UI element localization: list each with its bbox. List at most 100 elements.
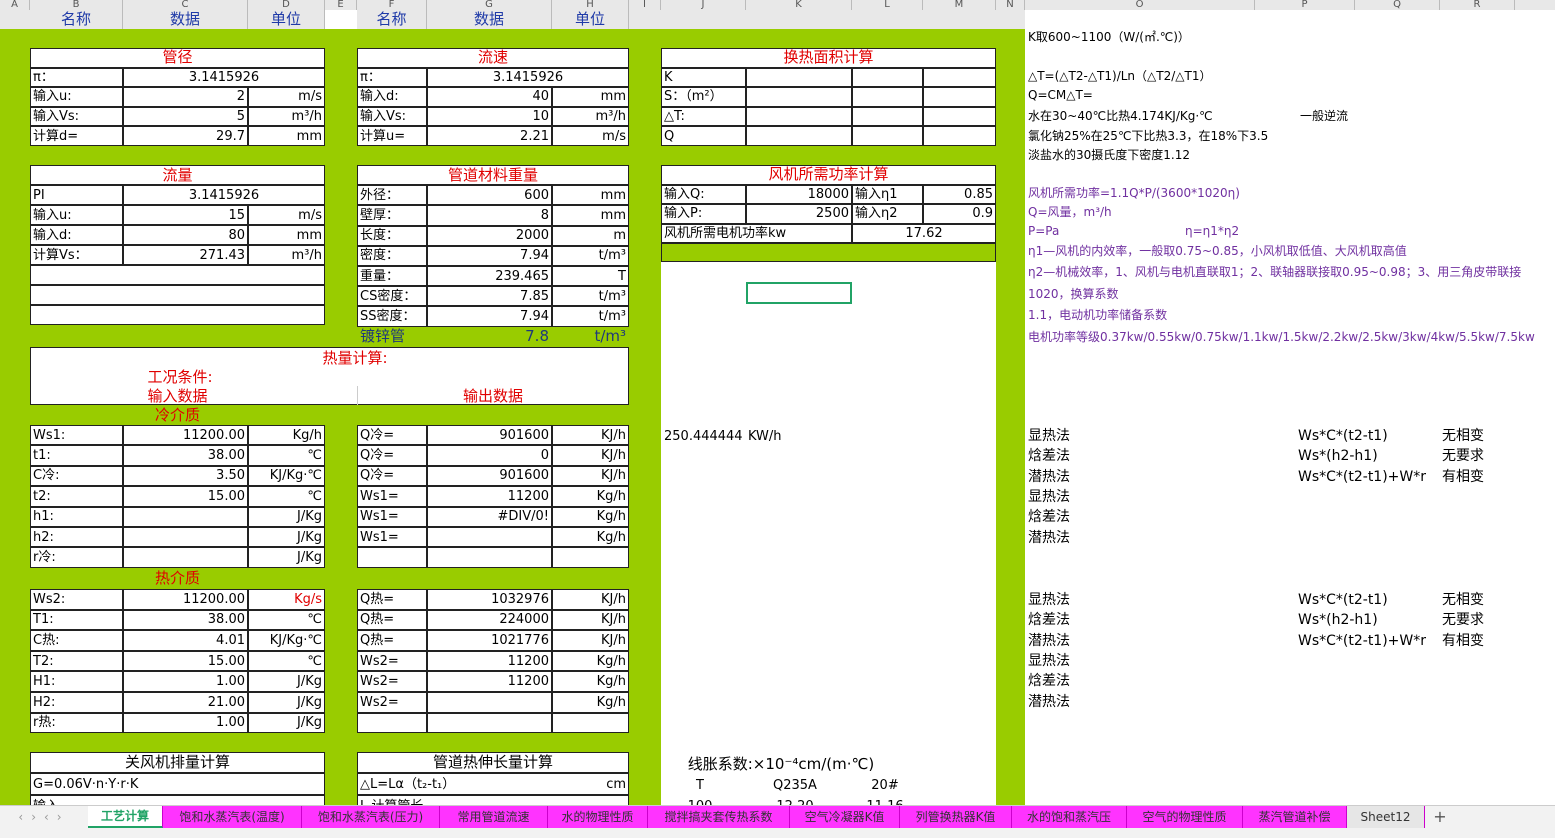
cell: 600 xyxy=(427,185,552,206)
cell: Kg/h xyxy=(552,692,629,713)
cell-label: PI xyxy=(30,185,123,205)
cell: Kg/h xyxy=(552,506,629,527)
cell-label: t1: xyxy=(30,445,123,466)
method: 无相变 xyxy=(1442,428,1484,444)
sheet-tab[interactable]: 列管换热器K值 xyxy=(900,806,1012,828)
cell-label: 输入Vs: xyxy=(357,106,427,127)
cell-label: 输入P: xyxy=(661,204,746,224)
cell: m/s xyxy=(552,126,629,146)
cell-label: Q冷= xyxy=(357,445,427,466)
cell xyxy=(923,67,996,88)
method: 焓差法 xyxy=(1028,448,1070,465)
cell: 38.00 xyxy=(123,609,248,631)
method: 焓差法 xyxy=(1028,509,1070,526)
fan-note: P=Pa xyxy=(1028,224,1060,238)
cell xyxy=(923,87,996,107)
cell: ℃ xyxy=(248,650,325,672)
cell: t/m³ xyxy=(552,306,629,327)
cell-label: C热: xyxy=(30,630,123,651)
header-name: 名称 xyxy=(357,10,427,29)
cell-label: 输入u: xyxy=(30,87,123,107)
method: 无相变 xyxy=(1442,592,1484,608)
method: 焓差法 xyxy=(1028,673,1070,690)
header-bar xyxy=(629,10,1025,29)
cell: 8 xyxy=(427,205,552,226)
cell: mm xyxy=(552,205,629,226)
cell-value: 3.1415926 xyxy=(123,185,325,205)
sheet-tab[interactable]: 饱和水蒸汽表(温度) xyxy=(163,806,302,828)
cell xyxy=(552,712,629,734)
cell: m³/h xyxy=(248,245,325,265)
sheet-tab[interactable]: 水的物理性质 xyxy=(548,806,648,828)
column-header: A xyxy=(0,0,30,10)
fan-note: η2—机械效率，1、风机与电机直联取1；2、联轴器联接取0.95~0.98；3、… xyxy=(1028,265,1522,279)
header-name: 单位 xyxy=(552,10,629,29)
cell-label: Ws2= xyxy=(357,650,427,672)
sheet-tab[interactable]: 搅拌搞夹套传热系数 xyxy=(648,806,790,828)
table-title: 管道材料重量 xyxy=(357,165,629,186)
cell xyxy=(552,547,629,568)
cell: KJ/h xyxy=(552,609,629,631)
sheet-tab[interactable]: 空气冷凝器K值 xyxy=(790,806,900,828)
column-header: I xyxy=(629,0,661,10)
cell xyxy=(746,87,852,107)
method: Ws*C*(t2-t1) xyxy=(1298,428,1388,444)
heat-title: 热量计算: xyxy=(322,349,388,367)
cell: 11200.00 xyxy=(123,589,248,610)
cell: 80 xyxy=(123,225,248,245)
cell-label xyxy=(357,712,427,734)
cell-label: π： xyxy=(30,67,123,88)
table-title: 管径 xyxy=(30,48,325,68)
sheet-tab[interactable]: 饱和水蒸汽表(压力) xyxy=(302,806,440,828)
note: △T=(△T2-△T1)/Ln（△T2/△T1） xyxy=(1028,69,1212,83)
cell-label: △T: xyxy=(661,106,746,127)
cell-label: H2: xyxy=(30,692,123,713)
cell: #DIV/0! xyxy=(427,506,552,527)
sheet-tab[interactable]: 蒸汽管道补偿 xyxy=(1243,806,1347,828)
cell: KJ/h xyxy=(552,630,629,651)
cell-label: 输入u: xyxy=(30,205,123,225)
expansion-header: Q235A xyxy=(773,777,817,793)
cell: 7.94 xyxy=(427,245,552,266)
header-name: 单位 xyxy=(248,10,325,29)
method: 潜热法 xyxy=(1028,468,1070,485)
cell-label: 外径： xyxy=(357,185,427,206)
cell-label: Q热= xyxy=(357,589,427,610)
cell: 271.43 xyxy=(123,245,248,265)
method: 显热法 xyxy=(1028,428,1070,444)
cell: 0.85 xyxy=(923,184,996,205)
cell xyxy=(923,106,996,127)
cell-label: h1: xyxy=(30,506,123,527)
sheet-tab[interactable]: Sheet12 xyxy=(1347,806,1425,828)
cell-label: Q热= xyxy=(357,609,427,631)
column-header: C xyxy=(123,0,248,10)
cell: 15.00 xyxy=(123,650,248,672)
sheet-tab[interactable]: 空气的物理性质 xyxy=(1127,806,1243,828)
cell: 901600 xyxy=(427,465,552,487)
cell: t/m³ xyxy=(552,286,629,307)
cell: J/Kg xyxy=(248,712,325,734)
cell: KJ/h xyxy=(552,425,629,446)
method: 无要求 xyxy=(1442,612,1484,629)
method: 潜热法 xyxy=(1028,529,1070,546)
cell: 7.8 xyxy=(427,326,552,347)
cell: J/Kg xyxy=(248,671,325,692)
cell: m/s xyxy=(248,87,325,107)
cell: KJ/Kg·℃ xyxy=(248,465,325,487)
method: 有相变 xyxy=(1442,468,1484,485)
sheet-tab[interactable]: 水的饱和蒸汽压 xyxy=(1012,806,1127,828)
cell xyxy=(427,547,552,568)
cell xyxy=(852,106,923,127)
cell-label: 风机所需电机功率kw xyxy=(661,223,852,244)
cell: mm xyxy=(248,225,325,245)
fan-note: η=η1*η2 xyxy=(1185,224,1240,238)
cell: m³/h xyxy=(552,106,629,127)
note: 氯化钠25%在25℃下比热3.3，在18%下3.5 xyxy=(1028,129,1269,143)
blank-row xyxy=(30,305,325,325)
sheet-tab[interactable]: 工艺计算 xyxy=(88,806,163,828)
cell: t/m³ xyxy=(552,326,629,347)
sheet-tab[interactable]: 常用管道流速 xyxy=(440,806,548,828)
cell-value: 3.1415926 xyxy=(123,67,325,88)
cell: J/Kg xyxy=(248,506,325,527)
